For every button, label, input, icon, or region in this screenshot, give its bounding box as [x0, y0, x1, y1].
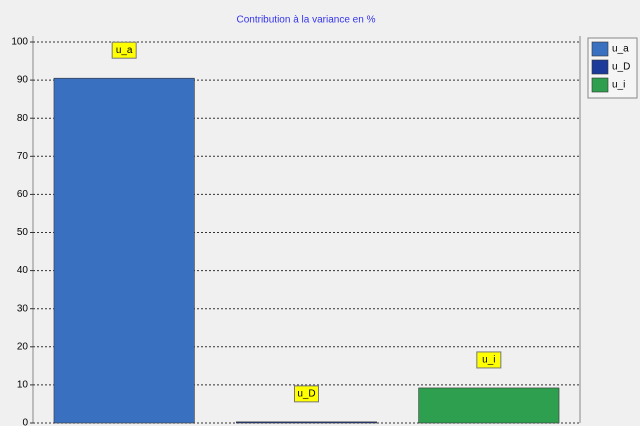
bar-label: u_i: [482, 355, 495, 366]
bar-label: u_D: [297, 388, 315, 399]
y-tick-label: 30: [17, 303, 29, 314]
bar-label: u_a: [116, 45, 133, 56]
y-tick-label: 90: [17, 75, 29, 86]
bar: [418, 387, 560, 424]
legend-label: u_a: [612, 44, 629, 55]
legend-label: u_D: [612, 62, 630, 73]
legend-label: u_i: [612, 80, 625, 91]
legend-swatch: [591, 77, 609, 93]
y-tick-label: 20: [17, 341, 29, 352]
label-box: [294, 385, 319, 403]
y-tick-label: 100: [11, 37, 28, 48]
bar: [53, 77, 195, 424]
y-tick-label: 60: [17, 189, 29, 200]
label-box: [476, 351, 502, 369]
chart-title: Contribution à la variance en %: [237, 15, 376, 26]
y-tick-label: 0: [22, 418, 28, 426]
label-box: [111, 41, 137, 59]
y-tick-label: 10: [17, 380, 29, 391]
legend-swatch: [591, 59, 609, 75]
legend-swatch: [591, 41, 609, 57]
y-tick-label: 80: [17, 113, 29, 124]
y-tick-label: 70: [17, 151, 29, 162]
y-tick-label: 40: [17, 265, 29, 276]
y-tick-label: 50: [17, 227, 29, 238]
bar: [236, 421, 377, 424]
